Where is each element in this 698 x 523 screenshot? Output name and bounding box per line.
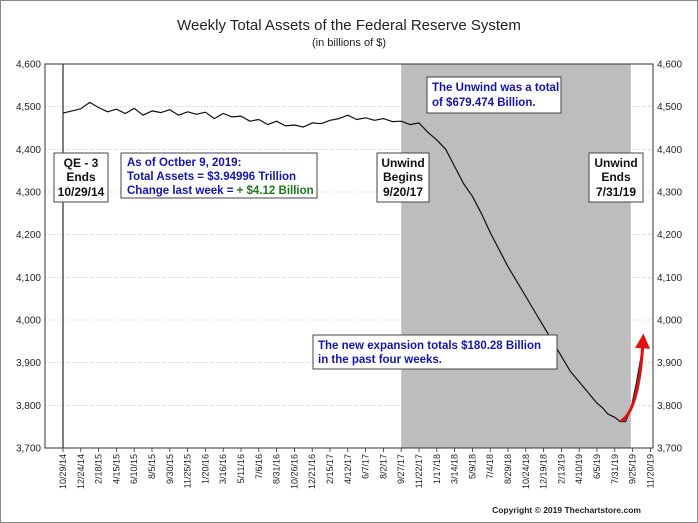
x-tick-label: 7/31/19 xyxy=(610,454,620,484)
y-tick-label-left: 4,300 xyxy=(16,188,41,199)
y-tick-label-left: 4,500 xyxy=(16,102,41,113)
unwind-ends-line3: 7/31/19 xyxy=(596,185,636,199)
x-tick-label: 11/25/15 xyxy=(183,454,193,488)
x-tick-label: 6/10/15 xyxy=(129,454,139,484)
y-axis-right: 3,700 3,800 3,900 4,000 4,100 4,200 4,300 4,400… xyxy=(657,60,682,455)
change-value: + $4.12 Billion xyxy=(237,185,314,197)
y-tick-label-left: 4,400 xyxy=(16,145,41,156)
y-tick-label-right: 3,700 xyxy=(657,444,682,455)
y-tick-label-right: 4,500 xyxy=(657,102,682,113)
x-tick-label: 5/9/18 xyxy=(467,454,477,479)
x-tick-label: 3/16/16 xyxy=(218,454,228,484)
unwind-begins-line2: Begins xyxy=(383,170,423,184)
qe3-box-frame xyxy=(53,152,109,203)
y-tick-label-right: 4,300 xyxy=(657,188,682,199)
total-assets-line xyxy=(62,101,646,423)
x-tick-label: 6/7/17 xyxy=(361,454,371,479)
qe3-line3: 10/29/14 xyxy=(58,185,105,199)
unwind-total-line2: of $679.474 Billion. xyxy=(432,97,536,109)
y-tick-label-left: 4,600 xyxy=(16,60,41,71)
unwind-begins-frame xyxy=(376,152,430,203)
total-assets-text: Total Assets = $3.94996 Trillion xyxy=(127,171,296,183)
y-axis-left: 3,700 3,800 3,900 4,000 4,100 4,200 4,300 4,400… xyxy=(16,60,41,455)
x-tick-label: 10/24/18 xyxy=(521,454,531,489)
x-tick-label: 9/25/19 xyxy=(628,454,638,484)
plot-frame xyxy=(44,63,654,449)
unwind-begins-line3: 9/20/17 xyxy=(383,185,423,199)
copyright-text: Copyright © 2019 Thechartstore.com xyxy=(492,505,641,515)
unwind-begins-line1: Unwind xyxy=(381,156,424,170)
x-tick-label: 2/13/19 xyxy=(556,454,566,484)
as-of-box: As of Octber 9, 2019: Total Assets = $3.… xyxy=(120,152,318,199)
x-tick-label: 2/15/17 xyxy=(325,454,335,484)
y-tick-label-right: 4,600 xyxy=(657,60,682,71)
y-tick-label-right: 3,800 xyxy=(657,401,682,412)
x-tick-label: 8/29/18 xyxy=(503,454,513,484)
x-tick-label: 7/6/16 xyxy=(254,454,264,479)
x-tick-label: 12/19/18 xyxy=(539,454,549,489)
x-tick-label: 1/20/16 xyxy=(200,454,210,484)
y-tick-label-right: 4,000 xyxy=(657,316,682,327)
unwind-ends-line2: Ends xyxy=(601,170,631,184)
x-tick-label: 3/14/18 xyxy=(450,454,460,484)
x-tick-label: 12/24/14 xyxy=(76,454,86,489)
unwind-total-box: The Unwind was a total of $679.474 Billi… xyxy=(426,76,562,114)
qe3-line1: QE - 3 xyxy=(64,156,99,170)
expansion-line1: The new expansion totals $180.28 Billion xyxy=(318,340,541,352)
y-tick-label-right: 4,200 xyxy=(657,230,682,241)
x-tick-label: 4/12/17 xyxy=(343,454,353,484)
x-tick-label: 7/4/18 xyxy=(485,454,495,479)
x-tick-label: 9/30/15 xyxy=(165,454,175,484)
x-tick-label: 11/20/19 xyxy=(645,454,655,488)
x-tick-label: 2/18/15 xyxy=(94,454,104,484)
x-tick-label: 1/17/18 xyxy=(432,454,442,484)
qe3-ends-box: QE - 3 Ends 10/29/14 xyxy=(53,152,109,203)
x-axis: 10/29/14 12/24/14 2/18/15 4/15/15 6/10/15 8/5… xyxy=(58,448,655,489)
unwind-begins-box: Unwind Begins 9/20/17 xyxy=(376,152,430,203)
x-tick-label: 6/5/19 xyxy=(592,454,602,479)
change-label: Change last week = xyxy=(127,185,237,197)
x-tick-label: 8/5/15 xyxy=(147,454,157,479)
y-tick-label-right: 3,900 xyxy=(657,358,682,369)
chart-title: Weekly Total Assets of the Federal Reser… xyxy=(177,17,521,34)
unwind-ends-frame xyxy=(588,152,644,203)
y-tick-label-left: 4,200 xyxy=(16,230,41,241)
unwind-shaded-region xyxy=(401,64,631,448)
x-tick-label: 4/10/19 xyxy=(574,454,584,484)
x-tick-label: 8/31/16 xyxy=(272,454,282,484)
unwind-ends-line1: Unwind xyxy=(594,156,637,170)
expansion-frame xyxy=(312,334,558,370)
x-tick-label: 12/21/16 xyxy=(307,454,317,489)
chart-subtitle: (in billions of $) xyxy=(312,37,386,49)
x-tick-label: 5/11/16 xyxy=(236,454,246,483)
x-tick-label: 9/27/17 xyxy=(396,454,406,484)
y-tick-label-right: 4,100 xyxy=(657,273,682,284)
as-of-date: As of Octber 9, 2019: xyxy=(127,157,241,169)
expansion-box: The new expansion totals $180.28 Billion… xyxy=(312,334,558,370)
expansion-arrow xyxy=(620,333,651,423)
y-tick-label-left: 4,100 xyxy=(16,273,41,284)
unwind-ends-box: Unwind Ends 7/31/19 xyxy=(588,152,644,203)
x-tick-label: 11/22/17 xyxy=(414,454,424,488)
unwind-total-frame xyxy=(426,76,562,114)
change-last-week: Change last week = + $4.12 Billion xyxy=(127,185,314,197)
x-tick-label: 10/29/14 xyxy=(58,454,68,489)
x-tick-label: 10/26/16 xyxy=(289,454,299,489)
y-tick-label-right: 4,400 xyxy=(657,145,682,156)
x-tick-label: 4/15/15 xyxy=(111,454,121,484)
unwind-total-line1: The Unwind was a total xyxy=(432,82,559,94)
y-tick-label-left: 3,900 xyxy=(16,358,41,369)
y-tick-label-left: 4,000 xyxy=(16,316,41,327)
expansion-line2: in the past four weeks. xyxy=(318,354,442,366)
y-tick-label-left: 3,800 xyxy=(16,401,41,412)
as-of-box-frame xyxy=(120,152,318,199)
qe3-line2: Ends xyxy=(66,170,96,184)
x-tick-label: 8/2/17 xyxy=(378,454,388,479)
y-tick-label-left: 3,700 xyxy=(16,444,41,455)
